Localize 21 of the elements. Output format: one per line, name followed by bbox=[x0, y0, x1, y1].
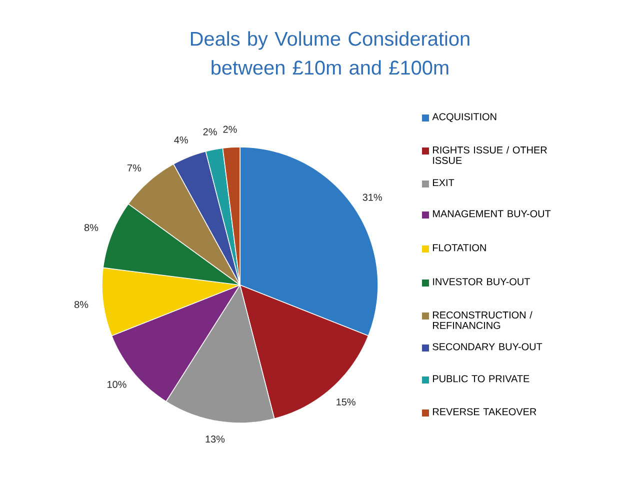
data-label: 7% bbox=[128, 164, 142, 172]
data-label: 2% bbox=[223, 126, 237, 133]
legend-label: PUBLIC TO PRIVATE bbox=[433, 375, 530, 382]
chart-title: Deals by Volume Consideration between £10m and £100m bbox=[190, 31, 470, 75]
data-label: 8% bbox=[84, 224, 98, 232]
data-label: 31% bbox=[362, 194, 382, 201]
data-label: 15% bbox=[336, 398, 356, 406]
data-label: 2% bbox=[203, 128, 217, 136]
data-label: 8% bbox=[74, 301, 88, 308]
legend-label: INVESTOR BUY-OUT bbox=[433, 278, 530, 286]
data-label: 4% bbox=[174, 136, 188, 144]
legend-label: SECONDARY BUY-OUT bbox=[432, 343, 542, 350]
legend-label: FLOTATION bbox=[433, 244, 486, 252]
legend-label: MANAGEMENT BUY-OUT bbox=[433, 210, 551, 218]
legend-label: ACQUISITION bbox=[432, 113, 496, 122]
data-label: 13% bbox=[206, 436, 225, 443]
legend-label: RECONSTRUCTION / REFINANCING bbox=[433, 311, 532, 329]
legend-label: RIGHTS ISSUE / OTHER ISSUE bbox=[433, 146, 547, 164]
legend-label: REVERSE TAKEOVER bbox=[433, 408, 536, 416]
legend-label: EXIT bbox=[433, 179, 454, 186]
data-label: 10% bbox=[108, 380, 126, 388]
